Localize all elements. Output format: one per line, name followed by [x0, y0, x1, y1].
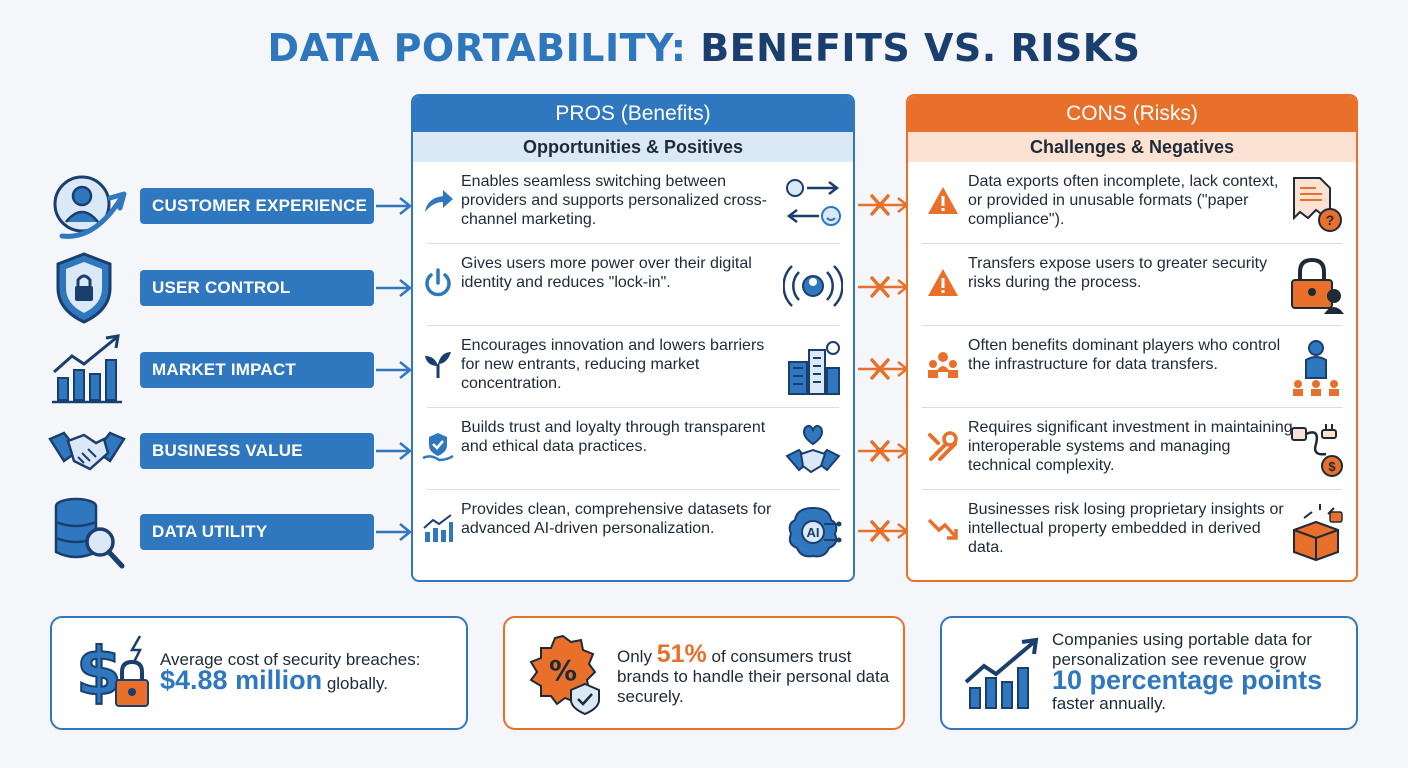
cons-subheader: Challenges & Negatives [908, 132, 1356, 162]
arrow-right-icon [376, 442, 413, 460]
tools-icon [928, 431, 958, 461]
category-label: USER CONTROL [140, 270, 374, 306]
sprout-icon [425, 352, 451, 378]
cons-panel: CONS (Risks) Challenges & Negatives Data… [906, 94, 1358, 582]
pro-text: Enables seamless switching between provi… [461, 173, 767, 228]
breach-stat-text: Average cost of security breaches: $4.88… [160, 650, 460, 694]
plug-cost-icon: $ [1291, 424, 1343, 477]
category-label: CUSTOMER EXPERIENCE [140, 188, 374, 224]
con-text: Often benefits dominant players who cont… [968, 337, 1281, 373]
category-label: BUSINESS VALUE [140, 433, 374, 469]
pro-text: Builds trust and loyalty through transpa… [461, 419, 766, 455]
svg-text:$: $ [76, 633, 122, 710]
group-people-icon [928, 352, 958, 378]
warning-icon [928, 187, 958, 214]
share-arrow-icon [425, 190, 453, 212]
revenue-growth-chart-icon [964, 637, 1039, 709]
cross-arrow-icon [858, 440, 910, 462]
power-icon [425, 268, 451, 297]
pro-row: Gives users more power over their digita… [413, 244, 853, 326]
category-row-user-control: USER CONTROL [44, 248, 414, 328]
ai-label: AI [807, 525, 820, 540]
pros-panel: PROS (Benefits) Opportunities & Positive… [411, 94, 855, 582]
pros-subheader: Opportunities & Positives [413, 132, 853, 162]
con-text: Businesses risk losing proprietary insig… [968, 501, 1284, 556]
handshake-icon [44, 411, 130, 491]
user-signal-icon [783, 265, 843, 307]
city-buildings-icon [788, 341, 840, 395]
title-part-1: DATA PORTABILITY: [267, 26, 687, 70]
breach-value: $4.88 million [160, 665, 323, 695]
trust-suffix: of consumers trust brands to handle thei… [617, 647, 890, 706]
revenue-suffix: faster annually. [1052, 694, 1167, 713]
arrow-right-icon [376, 197, 413, 215]
con-text: Data exports often incomplete, lack cont… [968, 173, 1279, 228]
pros-header: PROS (Benefits) [413, 96, 853, 132]
chart-growth-icon [423, 514, 453, 542]
percent-badge-shield-icon: % [529, 634, 600, 716]
arrow-right-icon [376, 279, 413, 297]
trend-down-icon [927, 518, 958, 540]
con-text: Transfers expose users to greater securi… [968, 255, 1268, 291]
arrow-right-icon [376, 361, 413, 379]
warning-icon [928, 269, 958, 296]
dollar-lock-icon: $ [75, 632, 149, 711]
cross-arrow-icon [858, 194, 910, 216]
stat-card-revenue-growth: Companies using portable data for person… [940, 616, 1358, 730]
pro-text: Gives users more power over their digita… [461, 255, 752, 291]
trust-stat-text: Only 51% of consumers trust brands to ha… [617, 642, 897, 707]
ai-brain-icon: AI [788, 506, 842, 558]
arrow-right-icon [376, 523, 413, 541]
revenue-value: 10 percentage points [1052, 665, 1323, 695]
svg-text:$: $ [1328, 459, 1336, 474]
cons-header: CONS (Risks) [908, 96, 1356, 132]
con-row: Often benefits dominant players who cont… [908, 326, 1356, 408]
dominant-player-icon [1293, 340, 1339, 396]
category-row-market-impact: MARKET IMPACT [44, 330, 414, 410]
breach-prefix: Average cost of security breaches: [160, 650, 421, 669]
hand-shield-icon [422, 433, 454, 462]
con-text: Requires significant investment in maint… [968, 419, 1293, 474]
torn-document-question-icon: ? [1293, 177, 1342, 232]
leaking-box-icon [1293, 504, 1343, 562]
revenue-stat-text: Companies using portable data for person… [1052, 630, 1348, 714]
con-row: Data exports often incomplete, lack cont… [908, 162, 1356, 244]
pro-row: Encourages innovation and lowers barrier… [413, 326, 853, 408]
pro-row: Provides clean, comprehensive datasets f… [413, 490, 853, 572]
trust-prefix: Only [617, 647, 652, 666]
category-row-business-value: BUSINESS VALUE [44, 411, 414, 491]
pro-row: Enables seamless switching between provi… [413, 162, 853, 244]
stat-card-consumer-trust: % Only 51% of consumers trust brands to … [503, 616, 905, 730]
trust-value: 51% [656, 640, 707, 668]
cross-arrow-icon [858, 276, 910, 298]
cross-arrow-icon [858, 520, 910, 542]
svg-text:?: ? [1326, 212, 1335, 228]
bar-chart-growth-icon [44, 330, 130, 410]
shield-lock-icon [44, 248, 130, 328]
cross-arrow-icon [858, 358, 910, 380]
stat-card-breach-cost: $ Average cost of security breaches: $4.… [50, 616, 468, 730]
con-row: Requires significant investment in maint… [908, 408, 1356, 490]
svg-text:%: % [549, 654, 577, 687]
page-title: DATA PORTABILITY: BENEFITS VS. RISKS [0, 26, 1408, 70]
pro-row: Builds trust and loyalty through transpa… [413, 408, 853, 490]
database-search-icon [44, 492, 130, 572]
breach-suffix: globally. [326, 674, 388, 693]
padlock-hacker-icon [1291, 257, 1344, 314]
category-row-data-utility: DATA UTILITY [44, 492, 414, 572]
category-label: MARKET IMPACT [140, 352, 374, 388]
category-row-customer-experience: CUSTOMER EXPERIENCE [44, 166, 414, 246]
user-growth-icon [44, 166, 130, 246]
con-row: Businesses risk losing proprietary insig… [908, 490, 1356, 572]
pro-text: Provides clean, comprehensive datasets f… [461, 501, 772, 537]
pro-text: Encourages innovation and lowers barrier… [461, 337, 765, 392]
title-part-2: BENEFITS VS. RISKS [700, 26, 1141, 70]
heart-handshake-icon [785, 424, 841, 474]
switching-users-icon [786, 179, 841, 226]
con-row: Transfers expose users to greater securi… [908, 244, 1356, 326]
category-label: DATA UTILITY [140, 514, 374, 550]
revenue-prefix: Companies using portable data for person… [1052, 630, 1312, 669]
